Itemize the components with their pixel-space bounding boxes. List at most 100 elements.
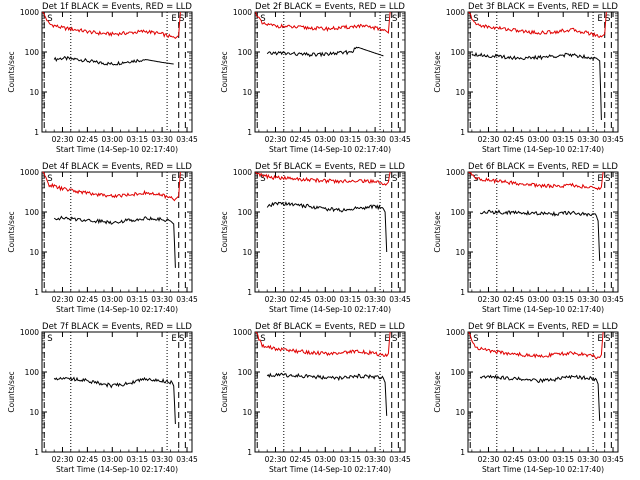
- series-line-lld: [255, 331, 391, 358]
- y-axis-label: Counts/sec: [7, 211, 16, 252]
- x-tick-label: 02:45: [77, 295, 99, 304]
- plot-title: Det 9f BLACK = Events, RED = LLD: [468, 322, 618, 332]
- e-marker: E: [171, 14, 176, 24]
- series-line-events: [479, 209, 601, 261]
- x-tick-label: 03:45: [389, 455, 411, 464]
- series-line-events: [471, 51, 602, 121]
- y-tick-label: 10: [242, 248, 252, 257]
- x-tick-label: 02:30: [265, 455, 287, 464]
- x-tick-label: 03:30: [577, 135, 599, 144]
- y-tick-label: 10: [455, 408, 465, 417]
- y-tick-label: 1: [460, 448, 465, 457]
- x-tick-label: 02:45: [77, 135, 99, 144]
- y-tick-label: 10: [29, 248, 39, 257]
- x-tick-label: 02:45: [503, 455, 525, 464]
- x-tick-label: 02:45: [290, 295, 312, 304]
- series-line-lld: [468, 171, 604, 191]
- plot-frame: [254, 331, 406, 453]
- series-line-events: [53, 376, 176, 425]
- x-tick-label: 03:15: [126, 455, 148, 464]
- series-line-events: [53, 215, 176, 268]
- x-tick-label: 03:15: [339, 135, 361, 144]
- y-tick-label: 100: [25, 368, 40, 377]
- plot-frame: [467, 11, 619, 133]
- x-tick-label: 03:00: [101, 135, 123, 144]
- x-tick-label: 03:00: [527, 135, 549, 144]
- y-tick-label: 100: [238, 208, 253, 217]
- y-tick-label: 1000: [20, 328, 39, 337]
- s-marker: S: [605, 334, 610, 344]
- plot-title: Det 4f BLACK = Events, RED = LLD: [42, 162, 192, 172]
- plot-title: Det 6f BLACK = Events, RED = LLD: [468, 162, 618, 172]
- y-tick-label: 1: [460, 128, 465, 137]
- y-axis-label: Counts/sec: [220, 51, 229, 92]
- x-tick-label: 03:15: [339, 455, 361, 464]
- x-axis-label: Start Time (14-Sep-10 02:17:40): [269, 465, 391, 474]
- x-tick-label: 03:45: [602, 295, 624, 304]
- x-tick-label: 03:45: [176, 135, 198, 144]
- x-tick-label: 03:45: [176, 295, 198, 304]
- s-marker: S: [47, 174, 52, 184]
- x-tick-label: 03:00: [314, 295, 336, 304]
- x-tick-label: 03:00: [527, 455, 549, 464]
- y-tick-label: 100: [451, 208, 466, 217]
- s-marker: S: [392, 334, 397, 344]
- x-tick-label: 02:30: [478, 455, 500, 464]
- s-marker: S: [473, 14, 478, 24]
- y-tick-label: 1: [247, 288, 252, 297]
- x-tick-label: 02:45: [290, 455, 312, 464]
- series-line-lld: [42, 11, 181, 39]
- s-marker: S: [605, 174, 610, 184]
- y-tick-label: 10: [29, 88, 39, 97]
- series-line-events: [266, 46, 384, 58]
- x-tick-label: 03:15: [552, 135, 574, 144]
- s-marker: S: [392, 174, 397, 184]
- x-tick-label: 03:15: [126, 135, 148, 144]
- y-tick-label: 100: [25, 208, 40, 217]
- y-axis-label: Counts/sec: [433, 51, 442, 92]
- y-tick-label: 100: [451, 368, 466, 377]
- x-tick-label: 03:00: [101, 295, 123, 304]
- x-tick-label: 02:30: [52, 135, 74, 144]
- y-tick-label: 100: [238, 368, 253, 377]
- y-tick-label: 1000: [446, 328, 465, 337]
- e-marker: E: [384, 174, 389, 184]
- x-tick-label: 02:30: [52, 455, 74, 464]
- e-marker: E: [384, 14, 389, 24]
- s-marker: S: [260, 14, 265, 24]
- y-tick-label: 1: [247, 448, 252, 457]
- plot-frame: [254, 171, 406, 293]
- x-tick-label: 03:30: [577, 295, 599, 304]
- s-marker: S: [473, 334, 478, 344]
- plot-frame: [254, 11, 406, 133]
- y-tick-label: 1: [34, 128, 39, 137]
- x-tick-label: 02:45: [290, 135, 312, 144]
- x-tick-label: 02:30: [265, 135, 287, 144]
- plot-frame: [41, 11, 193, 133]
- x-tick-label: 03:00: [314, 455, 336, 464]
- e-marker: E: [597, 14, 602, 24]
- plot-frame: [41, 171, 193, 293]
- y-tick-label: 100: [238, 48, 253, 57]
- y-axis-label: Counts/sec: [7, 51, 16, 92]
- y-tick-label: 10: [242, 88, 252, 97]
- x-tick-label: 03:15: [339, 295, 361, 304]
- x-tick-label: 03:15: [126, 295, 148, 304]
- x-tick-label: 03:45: [389, 295, 411, 304]
- x-axis-label: Start Time (14-Sep-10 02:17:40): [482, 305, 604, 314]
- series-line-events: [479, 374, 601, 421]
- x-tick-label: 02:45: [503, 135, 525, 144]
- x-tick-label: 03:45: [602, 135, 624, 144]
- e-marker: E: [171, 334, 176, 344]
- e-marker: E: [597, 174, 602, 184]
- x-tick-label: 02:30: [265, 295, 287, 304]
- y-tick-label: 1000: [233, 8, 252, 17]
- plot-frame: [41, 331, 193, 453]
- y-axis-label: Counts/sec: [220, 371, 229, 412]
- e-marker: E: [384, 334, 389, 344]
- y-tick-label: 10: [455, 248, 465, 257]
- y-tick-label: 1: [460, 288, 465, 297]
- x-axis-label: Start Time (14-Sep-10 02:17:40): [56, 305, 178, 314]
- x-axis-label: Start Time (14-Sep-10 02:17:40): [56, 465, 178, 474]
